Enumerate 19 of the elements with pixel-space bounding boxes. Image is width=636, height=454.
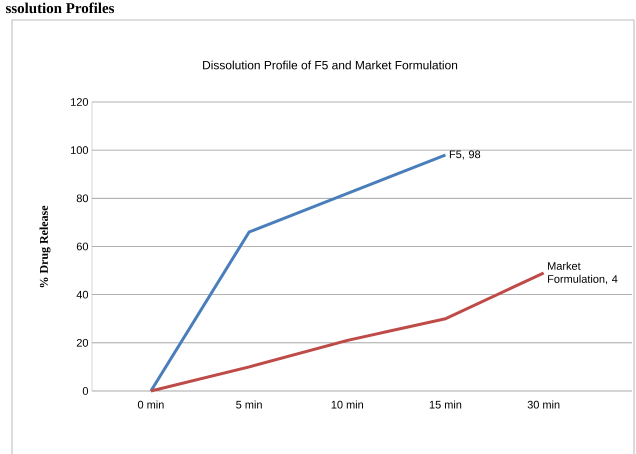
x-tick-label: 15 min (430, 400, 462, 409)
y-axis-title: % Drug Release (40, 206, 50, 288)
y-tick-label: 80 (76, 194, 88, 202)
y-tick-label: 100 (71, 146, 88, 154)
x-tick-label: 30 min (528, 400, 560, 409)
data-label: Market Formulation, 4 (548, 262, 618, 284)
line-series (149, 153, 447, 392)
text: ssolution Profiles (6, 2, 114, 14)
x-tick-label: 0 min (138, 400, 164, 409)
y-tick-label: 60 (76, 242, 88, 250)
line-series (149, 271, 546, 392)
y-tick-label: 40 (76, 290, 88, 299)
chart-title: Dissolution Profile of F5 and Market Formulation (203, 60, 458, 70)
data-label: F5, 98 (450, 150, 480, 160)
y-tick-label: 120 (71, 98, 88, 106)
x-tick-label: 5 min (236, 400, 262, 409)
y-tick-label: 0 (82, 387, 88, 395)
x-tick-label: 10 min (332, 400, 363, 409)
y-tick-label: 20 (76, 338, 88, 347)
